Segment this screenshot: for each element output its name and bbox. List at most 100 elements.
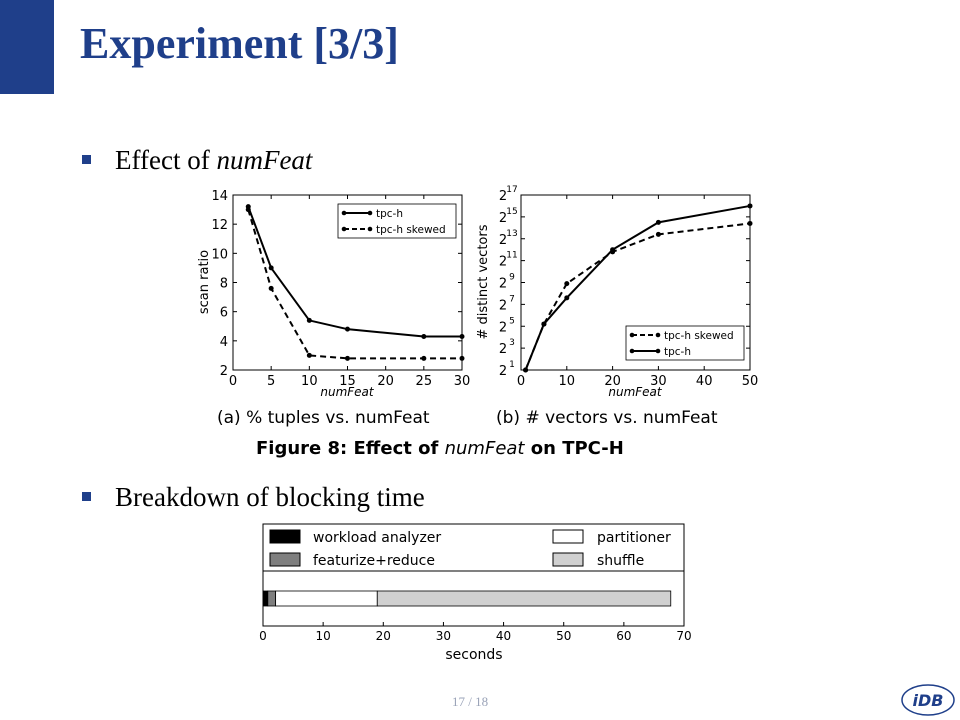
chart-a-ticks: 0 5 10 15 20 25 30 2 4 6 8 10 12 14 xyxy=(211,189,470,389)
blocking-time-chart: workload analyzer featurize+reduce parti… xyxy=(259,523,692,663)
data-point xyxy=(268,285,274,291)
legend-marker xyxy=(341,210,347,216)
caption-part: Figure 8: Effect of xyxy=(256,438,445,459)
data-point xyxy=(523,367,529,373)
data-point xyxy=(245,207,251,213)
legend-label: tpc-h xyxy=(376,208,403,220)
series-line xyxy=(524,204,751,371)
y-tick-label: 8 xyxy=(220,277,228,292)
x-tick-label: 50 xyxy=(556,629,571,643)
legend-label: workload analyzer xyxy=(313,530,441,546)
x-tick-label: 30 xyxy=(650,374,667,389)
page-number: 17 / 18 xyxy=(452,694,489,709)
x-tick-label: 0 xyxy=(229,374,237,389)
slide-title: Experiment [3/3] xyxy=(80,19,399,68)
y-tick-label: 2 xyxy=(499,320,507,335)
bullet-italic: numFeat xyxy=(216,145,313,175)
data-point xyxy=(459,333,465,339)
chart-b-xlabel: numFeat xyxy=(608,385,663,399)
y-tick-label: 2 xyxy=(499,277,507,292)
x-tick-label: 0 xyxy=(517,374,525,389)
chart-a-series xyxy=(245,204,465,361)
y-tick-label: 2 xyxy=(499,298,507,313)
subcaption-b: (b) # vectors vs. numFeat xyxy=(496,408,718,428)
legend-label: tpc-h skewed xyxy=(376,224,446,236)
y-tick-exponent: 9 xyxy=(509,273,515,283)
y-tick-exponent: 3 xyxy=(509,338,515,348)
data-point xyxy=(747,220,753,226)
x-tick-label: 30 xyxy=(454,374,471,389)
chart-b-series xyxy=(523,203,753,373)
bullet-numfeat: Effect of numFeat xyxy=(82,145,312,176)
y-tick-label: 2 xyxy=(499,364,507,379)
x-tick-label: 30 xyxy=(436,629,451,643)
chart-b: 0 10 20 30 40 502 12 32 52 72 92 112 132 152 17 # dist… xyxy=(476,185,758,399)
y-tick-label: 6 xyxy=(220,306,228,321)
data-point xyxy=(564,295,570,301)
title-accent-bar xyxy=(0,0,54,94)
bullet-text: Breakdown of blocking time xyxy=(115,482,425,512)
data-point xyxy=(306,317,312,323)
legend-label: tpc-h xyxy=(664,346,691,358)
y-tick-label: 2 xyxy=(499,189,507,204)
legend-box xyxy=(337,203,457,239)
data-point xyxy=(345,355,350,361)
svg-text:iDB: iDB xyxy=(913,691,944,710)
data-point xyxy=(655,219,661,225)
data-point xyxy=(459,355,465,361)
data-point xyxy=(541,321,547,327)
series-line xyxy=(247,206,462,338)
y-tick-label: 10 xyxy=(211,247,228,262)
legend-swatch xyxy=(552,552,584,567)
subcaption-a: (a) % tuples vs. numFeat xyxy=(217,408,430,428)
legend-swatch xyxy=(552,529,584,544)
data-point xyxy=(345,326,350,332)
data-point xyxy=(421,333,427,339)
y-tick-label: 2 xyxy=(220,364,228,379)
bar-axis-ticks: 0 10 20 30 40 50 60 70 xyxy=(259,622,692,643)
data-point xyxy=(306,352,312,358)
series-line xyxy=(247,209,462,360)
y-tick-exponent: 15 xyxy=(506,207,517,217)
y-tick-label: 2 xyxy=(499,211,507,226)
chart-a-ylabel: scan ratio xyxy=(197,250,212,314)
x-tick-label: 5 xyxy=(267,374,275,389)
legend-marker xyxy=(367,210,373,216)
y-tick-exponent: 1 xyxy=(509,360,515,370)
bar-segment xyxy=(376,590,672,607)
x-tick-label: 50 xyxy=(742,374,759,389)
chart-b-legend: tpc-h skewed tpc-h xyxy=(625,325,745,361)
x-tick-label: 10 xyxy=(316,629,331,643)
y-tick-label: 2 xyxy=(499,342,507,357)
y-tick-label: 2 xyxy=(499,255,507,270)
bar-segment xyxy=(262,590,269,607)
legend-marker xyxy=(655,348,661,354)
figure-caption: Figure 8: Effect of numFeat on TPC-H xyxy=(256,438,624,459)
chart-a: 0 5 10 15 20 25 30 2 4 6 8 10 12 14 scan ratio numFea… xyxy=(197,189,470,399)
stacked-bar xyxy=(262,590,672,607)
x-tick-label: 40 xyxy=(496,629,511,643)
bullet-text: Effect of xyxy=(115,145,217,175)
chart-b-ticks: 0 10 20 30 40 502 12 32 52 72 92 112 132 152 17 xyxy=(499,185,758,389)
data-point xyxy=(564,281,570,287)
x-tick-label: 0 xyxy=(259,629,267,643)
bullet-square-icon xyxy=(82,155,91,165)
x-tick-label: 20 xyxy=(604,374,621,389)
legend-box xyxy=(625,325,745,361)
legend-marker xyxy=(655,332,661,338)
y-tick-exponent: 13 xyxy=(506,229,517,239)
x-tick-label: 40 xyxy=(696,374,713,389)
bar-xlabel: seconds xyxy=(445,647,502,663)
data-point xyxy=(268,265,274,271)
bar-legend: workload analyzer featurize+reduce parti… xyxy=(269,529,671,569)
y-tick-exponent: 17 xyxy=(506,185,517,195)
legend-marker xyxy=(341,226,347,232)
caption-part: on TPC-H xyxy=(524,438,623,459)
legend-swatch xyxy=(269,552,301,567)
x-tick-label: 70 xyxy=(676,629,691,643)
x-tick-label: 20 xyxy=(377,374,394,389)
x-tick-label: 10 xyxy=(559,374,576,389)
legend-swatch xyxy=(269,529,301,544)
legend-marker xyxy=(629,332,635,338)
